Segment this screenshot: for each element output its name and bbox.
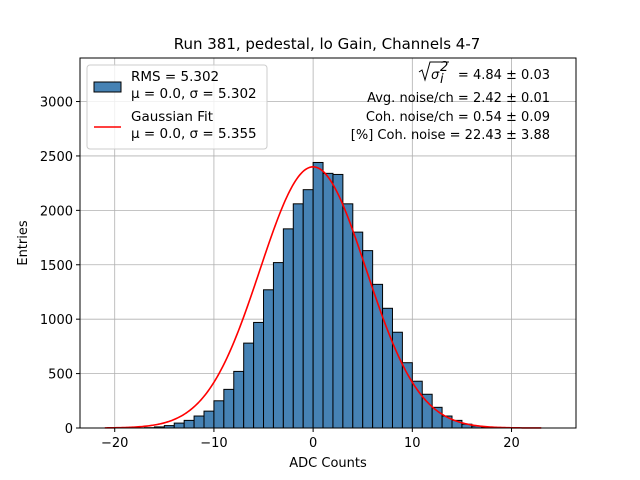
sqrt-sigma-superscript: 2 [440,60,448,75]
legend-patch-histogram [93,81,122,93]
x-axis-ticks: −20 −10 0 10 20 [101,428,520,451]
x-axis-label: ADC Counts [289,456,367,471]
y-tick-label: 500 [48,368,73,383]
coh-noise-percent-text: [%] Coh. noise = 22.43 ± 3.88 [351,128,550,143]
legend: RMS = 5.302 μ = 0.0, σ = 5.302 Gaussian … [86,64,268,150]
y-tick-label: 2000 [40,204,73,219]
histogram-bar [282,228,294,429]
y-tick-label: 3000 [40,96,73,111]
histogram-bar [263,289,274,429]
coh-noise-text: Coh. noise/ch = 0.54 ± 0.09 [366,110,550,125]
sqrt-sigma-symbol: σ [431,68,440,83]
gaussian-fit-curve [104,166,542,429]
y-tick-label: 0 [65,422,73,437]
sqrt-sigma-subscript: i [440,72,444,87]
sqrt-sigma-value: = 4.84 ± 0.03 [458,68,550,83]
legend-fit-line2: μ = 0.0, σ = 5.355 [131,126,257,142]
histogram-bar [203,410,215,429]
histogram-bar [382,307,393,429]
histogram-bar [243,342,255,429]
histogram-bar [302,189,314,429]
histogram-bar [193,415,205,429]
axes-frame [79,57,577,429]
histogram-bar [322,172,334,429]
histogram-bar [233,370,245,429]
y-axis-label: Entries [16,220,31,266]
histogram-bar [421,393,433,429]
histogram-bar [332,173,344,429]
histogram-bar [352,231,364,429]
legend-histogram-line2: μ = 0.0, σ = 5.302 [131,86,257,102]
histogram-bar [223,388,235,429]
y-tick-label: 2500 [40,150,73,165]
histogram-bar [292,203,304,429]
x-tick-label: 10 [404,436,421,451]
histogram-bar [272,262,284,429]
y-tick-label: 1500 [40,259,73,274]
x-tick-label: 0 [309,436,317,451]
histogram-bar [372,283,384,429]
sqrt-symbol [418,61,449,82]
histogram-bar [362,250,374,429]
x-tick-label: −20 [101,436,128,451]
histogram-bar [312,161,324,429]
histogram-bar [411,380,423,429]
x-tick-label: 20 [503,436,520,451]
y-axis-ticks: 0 500 1000 1500 2000 2500 3000 [40,96,80,437]
legend-fit-line1: Gaussian Fit [131,109,213,125]
chart-title: Run 381, pedestal, lo Gain, Channels 4-7 [174,35,481,53]
histogram-bar [253,321,265,429]
x-tick-label: −10 [200,436,227,451]
legend-histogram-line1: RMS = 5.302 [131,69,219,85]
histogram-bar [342,203,354,429]
legend-frame [86,64,268,150]
histogram-bar [213,400,225,429]
y-tick-label: 1000 [40,313,73,328]
histogram-bar [183,419,195,429]
noise-annotations: σ 2 i = 4.84 ± 0.03 Avg. noise/ch = 2.42… [351,60,550,143]
histogram-bar [173,422,185,429]
avg-noise-text: Avg. noise/ch = 2.42 ± 0.01 [367,91,550,106]
histogram-bars [134,161,522,429]
